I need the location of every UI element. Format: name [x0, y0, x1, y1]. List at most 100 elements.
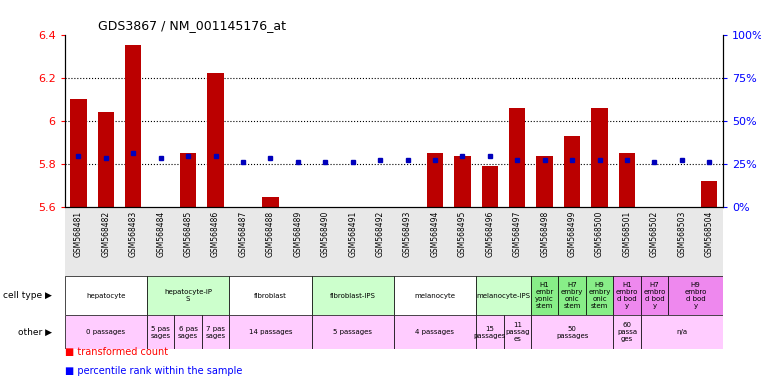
Bar: [229, 276, 311, 315]
Text: 11
passag
es: 11 passag es: [505, 322, 530, 342]
Text: GSM568496: GSM568496: [486, 211, 495, 257]
Bar: [174, 315, 202, 349]
Bar: [70, 99, 87, 207]
Bar: [372, 207, 388, 290]
Bar: [673, 207, 690, 220]
Text: GSM568484: GSM568484: [156, 211, 165, 257]
Text: GSM568481: GSM568481: [74, 211, 83, 257]
Text: ■ transformed count: ■ transformed count: [65, 347, 168, 357]
Bar: [641, 276, 668, 315]
Bar: [207, 73, 224, 207]
Text: GSM568488: GSM568488: [266, 211, 275, 257]
Bar: [613, 276, 641, 315]
Text: GSM568501: GSM568501: [622, 211, 632, 257]
Bar: [152, 207, 169, 311]
Bar: [234, 207, 251, 216]
Bar: [180, 153, 196, 207]
Text: GSM568495: GSM568495: [458, 211, 467, 257]
Bar: [229, 315, 311, 349]
Bar: [317, 207, 333, 313]
Text: GSM568502: GSM568502: [650, 211, 659, 257]
Text: GSM568482: GSM568482: [101, 211, 110, 257]
Bar: [393, 315, 476, 349]
Bar: [400, 207, 416, 218]
Text: GSM568493: GSM568493: [403, 211, 412, 257]
Bar: [482, 166, 498, 207]
Text: GSM568498: GSM568498: [540, 211, 549, 257]
Text: H7
embro
d bod
y: H7 embro d bod y: [643, 282, 666, 309]
Text: GSM568486: GSM568486: [211, 211, 220, 257]
Text: GSM568494: GSM568494: [431, 211, 439, 257]
Text: GSM568500: GSM568500: [595, 211, 604, 257]
Bar: [454, 156, 470, 207]
Bar: [504, 315, 531, 349]
Bar: [613, 315, 641, 349]
Text: hepatocyte: hepatocyte: [86, 293, 126, 299]
Text: GSM568497: GSM568497: [513, 211, 522, 257]
Text: n/a: n/a: [677, 329, 687, 335]
Bar: [619, 153, 635, 207]
Text: GSM568483: GSM568483: [129, 211, 138, 257]
Bar: [537, 156, 553, 207]
Bar: [668, 276, 723, 315]
Text: GSM568499: GSM568499: [568, 211, 577, 257]
Text: H1
embro
d bod
y: H1 embro d bod y: [616, 282, 638, 309]
Text: GSM568491: GSM568491: [349, 211, 357, 257]
Bar: [586, 276, 613, 315]
Text: GSM568504: GSM568504: [705, 211, 714, 257]
Text: 5 pas
sages: 5 pas sages: [151, 326, 170, 339]
Bar: [591, 108, 608, 207]
Bar: [97, 112, 114, 207]
Text: 0 passages: 0 passages: [86, 329, 126, 335]
Bar: [701, 181, 718, 207]
Text: 5 passages: 5 passages: [333, 329, 372, 335]
Text: GSM568490: GSM568490: [320, 211, 330, 257]
Text: 7 pas
sages: 7 pas sages: [205, 326, 225, 339]
Text: 6 pas
sages: 6 pas sages: [178, 326, 198, 339]
Text: H9
embro
d bod
y: H9 embro d bod y: [684, 282, 707, 309]
Text: H9
embry
onic
stem: H9 embry onic stem: [588, 282, 611, 309]
Text: GSM568487: GSM568487: [238, 211, 247, 257]
Text: melanocyte-IPS: melanocyte-IPS: [476, 293, 530, 299]
Text: fibroblast-IPS: fibroblast-IPS: [330, 293, 376, 299]
Bar: [311, 315, 394, 349]
Text: 14 passages: 14 passages: [249, 329, 292, 335]
Text: melanocyte: melanocyte: [415, 293, 456, 299]
Bar: [641, 315, 723, 349]
Bar: [125, 45, 142, 207]
Bar: [564, 136, 581, 207]
Text: H1
embr
yonic
stem: H1 embr yonic stem: [535, 282, 554, 309]
Bar: [393, 276, 476, 315]
Text: GSM568489: GSM568489: [293, 211, 302, 257]
Text: 15
passages: 15 passages: [473, 326, 506, 339]
Text: 60
passa
ges: 60 passa ges: [617, 322, 637, 342]
Text: ■ percentile rank within the sample: ■ percentile rank within the sample: [65, 366, 242, 376]
Text: 4 passages: 4 passages: [416, 329, 454, 335]
Bar: [646, 207, 663, 212]
Bar: [559, 276, 586, 315]
Text: GDS3867 / NM_001145176_at: GDS3867 / NM_001145176_at: [97, 19, 285, 32]
Bar: [427, 153, 443, 207]
Bar: [476, 276, 531, 315]
Bar: [509, 108, 525, 207]
Bar: [65, 276, 147, 315]
Text: H7
embry
onic
stem: H7 embry onic stem: [561, 282, 583, 309]
Text: GSM568492: GSM568492: [376, 211, 384, 257]
Bar: [531, 276, 559, 315]
Text: fibroblast: fibroblast: [254, 293, 287, 299]
Bar: [476, 315, 504, 349]
Bar: [290, 207, 306, 212]
Bar: [65, 315, 147, 349]
Bar: [311, 276, 394, 315]
Bar: [531, 315, 613, 349]
Bar: [147, 315, 174, 349]
Text: other ▶: other ▶: [18, 328, 52, 337]
Bar: [262, 197, 279, 207]
Bar: [147, 276, 229, 315]
Text: hepatocyte-iP
S: hepatocyte-iP S: [164, 289, 212, 302]
Bar: [345, 207, 361, 290]
Text: GSM568485: GSM568485: [183, 211, 193, 257]
Text: cell type ▶: cell type ▶: [2, 291, 52, 300]
Text: GSM568503: GSM568503: [677, 211, 686, 257]
Bar: [202, 315, 229, 349]
